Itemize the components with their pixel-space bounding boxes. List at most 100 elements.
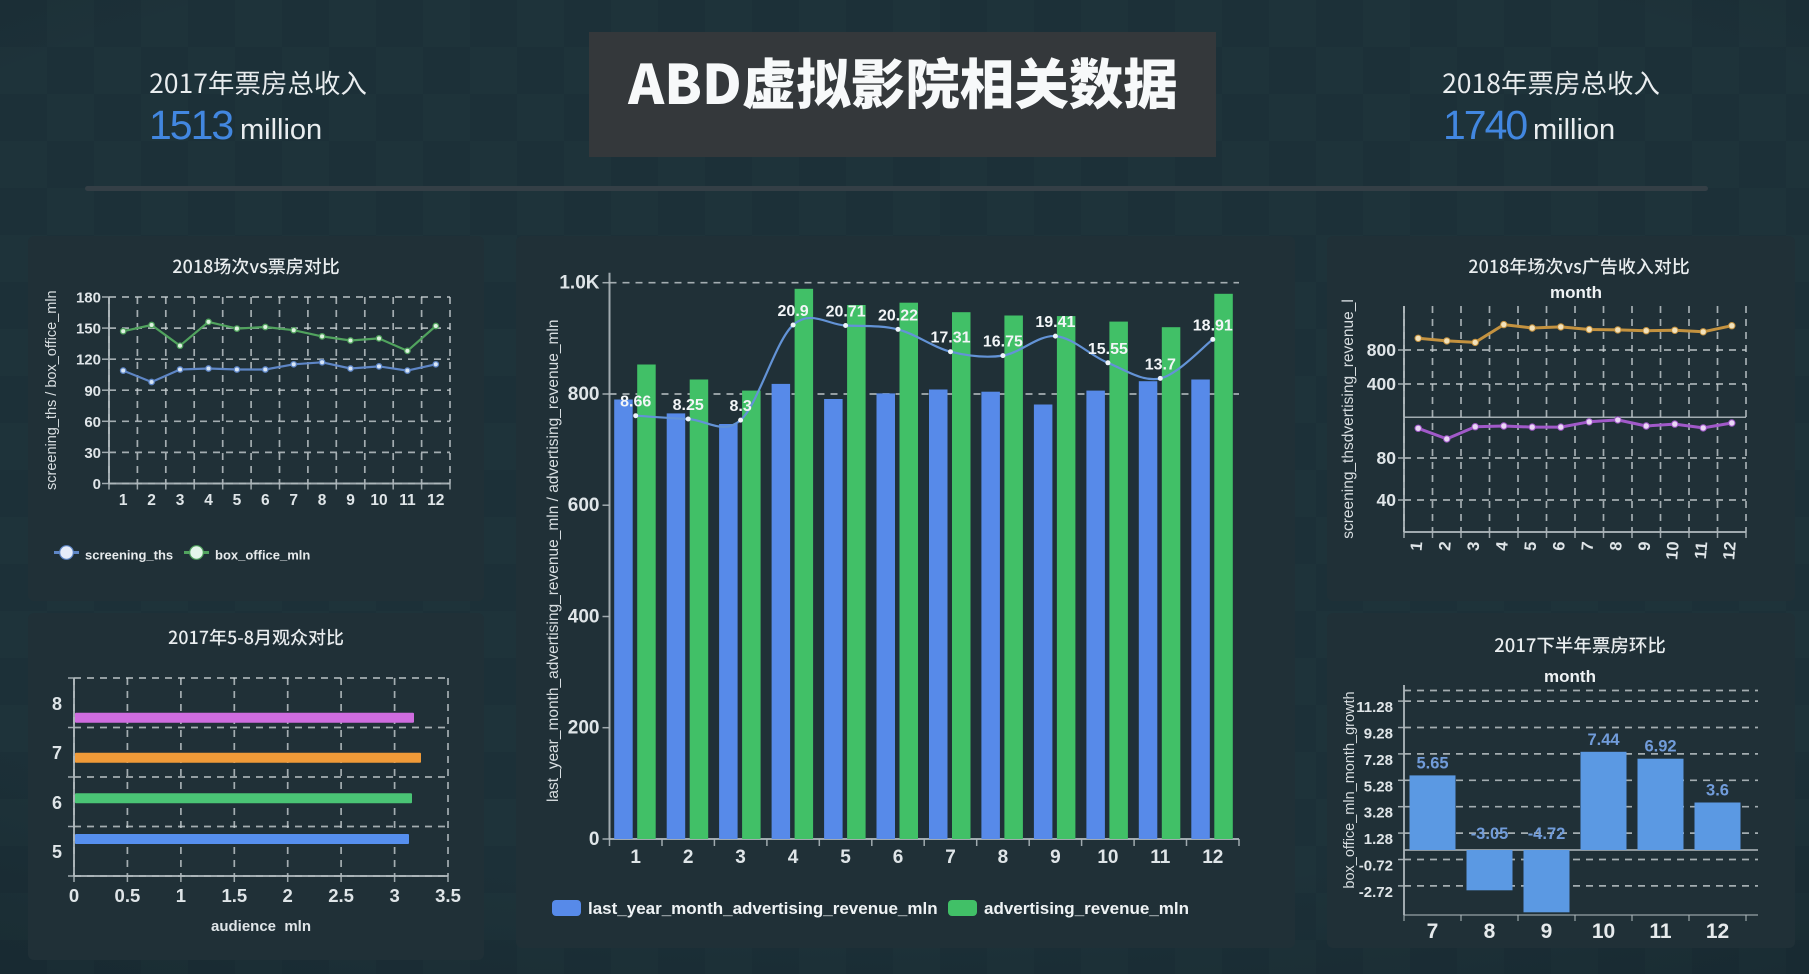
svg-text:1513: 1513 <box>149 102 232 148</box>
svg-text:-2.72: -2.72 <box>1359 884 1393 901</box>
svg-text:3.5: 3.5 <box>435 885 461 906</box>
svg-text:1.0K: 1.0K <box>559 273 599 294</box>
svg-text:1.28: 1.28 <box>1364 831 1393 848</box>
svg-text:800: 800 <box>568 384 600 405</box>
svg-text:2.5: 2.5 <box>328 885 354 906</box>
svg-text:7: 7 <box>1578 541 1597 552</box>
svg-text:-4.72: -4.72 <box>1528 825 1566 843</box>
svg-text:advertising_revenue_mln: advertising_revenue_mln <box>984 899 1189 918</box>
svg-text:12: 12 <box>1706 920 1729 943</box>
svg-text:8.25: 8.25 <box>673 397 704 414</box>
svg-text:7: 7 <box>1427 920 1439 943</box>
svg-text:12: 12 <box>1720 541 1740 561</box>
svg-text:3: 3 <box>389 885 399 906</box>
svg-text:million: million <box>1533 114 1615 146</box>
svg-text:last_year_month_advertising_re: last_year_month_advertising_revenue_mln <box>588 899 938 918</box>
svg-text:0: 0 <box>589 829 600 850</box>
svg-text:15.55: 15.55 <box>1088 341 1128 358</box>
svg-text:1: 1 <box>630 847 641 868</box>
svg-text:box_office_mln_month_growth: box_office_mln_month_growth <box>1342 691 1358 888</box>
svg-text:10: 10 <box>1097 847 1118 868</box>
svg-text:4: 4 <box>788 847 799 868</box>
svg-text:80: 80 <box>1377 448 1397 468</box>
svg-text:7: 7 <box>945 847 956 868</box>
svg-text:8.3: 8.3 <box>729 398 751 415</box>
svg-text:last_year_month_advertising_re: last_year_month_advertising_revenue_mln … <box>545 320 562 803</box>
svg-text:20.9: 20.9 <box>778 303 809 320</box>
svg-text:13.7: 13.7 <box>1145 356 1176 373</box>
svg-text:2: 2 <box>683 847 694 868</box>
svg-text:11.28: 11.28 <box>1356 699 1393 716</box>
svg-text:5.28: 5.28 <box>1364 778 1393 795</box>
svg-text:box_office_mln: box_office_mln <box>215 548 310 563</box>
svg-text:10: 10 <box>1663 541 1683 561</box>
svg-text:180: 180 <box>76 290 101 307</box>
svg-text:10: 10 <box>1592 920 1615 943</box>
svg-text:9: 9 <box>346 492 355 509</box>
svg-text:120: 120 <box>76 352 101 369</box>
svg-text:9: 9 <box>1541 920 1553 943</box>
svg-text:7: 7 <box>289 492 298 509</box>
svg-text:19.41: 19.41 <box>1035 314 1075 331</box>
svg-text:3.6: 3.6 <box>1706 782 1729 800</box>
svg-text:8: 8 <box>318 492 327 509</box>
svg-text:0.5: 0.5 <box>115 885 141 906</box>
svg-text:9: 9 <box>1635 541 1654 552</box>
svg-text:20.22: 20.22 <box>878 307 918 324</box>
svg-text:11: 11 <box>1150 847 1171 868</box>
svg-text:8: 8 <box>52 694 62 714</box>
svg-text:1: 1 <box>176 885 186 906</box>
svg-text:20.71: 20.71 <box>826 304 866 321</box>
svg-text:17.31: 17.31 <box>930 330 970 347</box>
svg-text:screening_ths: screening_ths <box>85 548 173 563</box>
svg-text:7.28: 7.28 <box>1364 752 1393 769</box>
svg-text:5: 5 <box>52 842 62 862</box>
svg-text:screening_ths / box_office_mln: screening_ths / box_office_mln <box>44 290 60 490</box>
svg-text:5.65: 5.65 <box>1416 754 1448 772</box>
svg-text:8: 8 <box>1607 541 1626 552</box>
svg-text:400: 400 <box>1367 374 1396 394</box>
svg-text:2: 2 <box>1436 541 1455 552</box>
svg-text:audience mln: audience mln <box>211 918 311 935</box>
svg-text:6: 6 <box>261 492 270 509</box>
svg-text:7: 7 <box>52 743 62 763</box>
svg-text:7.44: 7.44 <box>1587 731 1620 749</box>
svg-text:2: 2 <box>147 492 156 509</box>
svg-text:6: 6 <box>52 793 62 813</box>
svg-text:6: 6 <box>1550 541 1569 552</box>
svg-text:90: 90 <box>84 383 101 400</box>
svg-text:million: million <box>240 114 322 146</box>
svg-text:-0.72: -0.72 <box>1359 858 1393 875</box>
svg-text:month: month <box>1550 283 1602 302</box>
svg-text:30: 30 <box>84 445 101 462</box>
svg-text:5: 5 <box>233 492 242 509</box>
svg-text:11: 11 <box>399 492 416 509</box>
svg-text:0: 0 <box>93 476 101 493</box>
svg-text:3.28: 3.28 <box>1364 805 1393 822</box>
svg-text:6.92: 6.92 <box>1644 738 1676 756</box>
svg-text:12: 12 <box>427 492 444 509</box>
svg-text:0: 0 <box>69 885 79 906</box>
svg-text:4: 4 <box>204 492 213 509</box>
svg-text:1740: 1740 <box>1443 102 1527 148</box>
svg-text:12: 12 <box>1202 847 1223 868</box>
svg-text:400: 400 <box>568 607 600 628</box>
svg-text:8: 8 <box>1484 920 1496 943</box>
svg-text:18.91: 18.91 <box>1193 317 1233 334</box>
svg-text:11: 11 <box>1692 541 1711 560</box>
svg-text:150: 150 <box>76 321 101 338</box>
svg-text:3: 3 <box>735 847 746 868</box>
svg-text:40: 40 <box>1377 490 1397 510</box>
svg-text:1: 1 <box>1407 541 1426 552</box>
svg-text:4: 4 <box>1493 540 1512 552</box>
svg-text:1.5: 1.5 <box>221 885 247 906</box>
svg-text:2: 2 <box>283 885 293 906</box>
svg-text:5: 5 <box>840 847 851 868</box>
svg-text:month: month <box>1544 667 1596 686</box>
svg-text:800: 800 <box>1367 340 1396 360</box>
svg-text:3: 3 <box>1464 541 1483 552</box>
svg-text:9.28: 9.28 <box>1364 726 1393 743</box>
svg-text:8.66: 8.66 <box>620 394 651 411</box>
svg-text:11: 11 <box>1649 920 1672 943</box>
svg-text:1: 1 <box>119 492 128 509</box>
